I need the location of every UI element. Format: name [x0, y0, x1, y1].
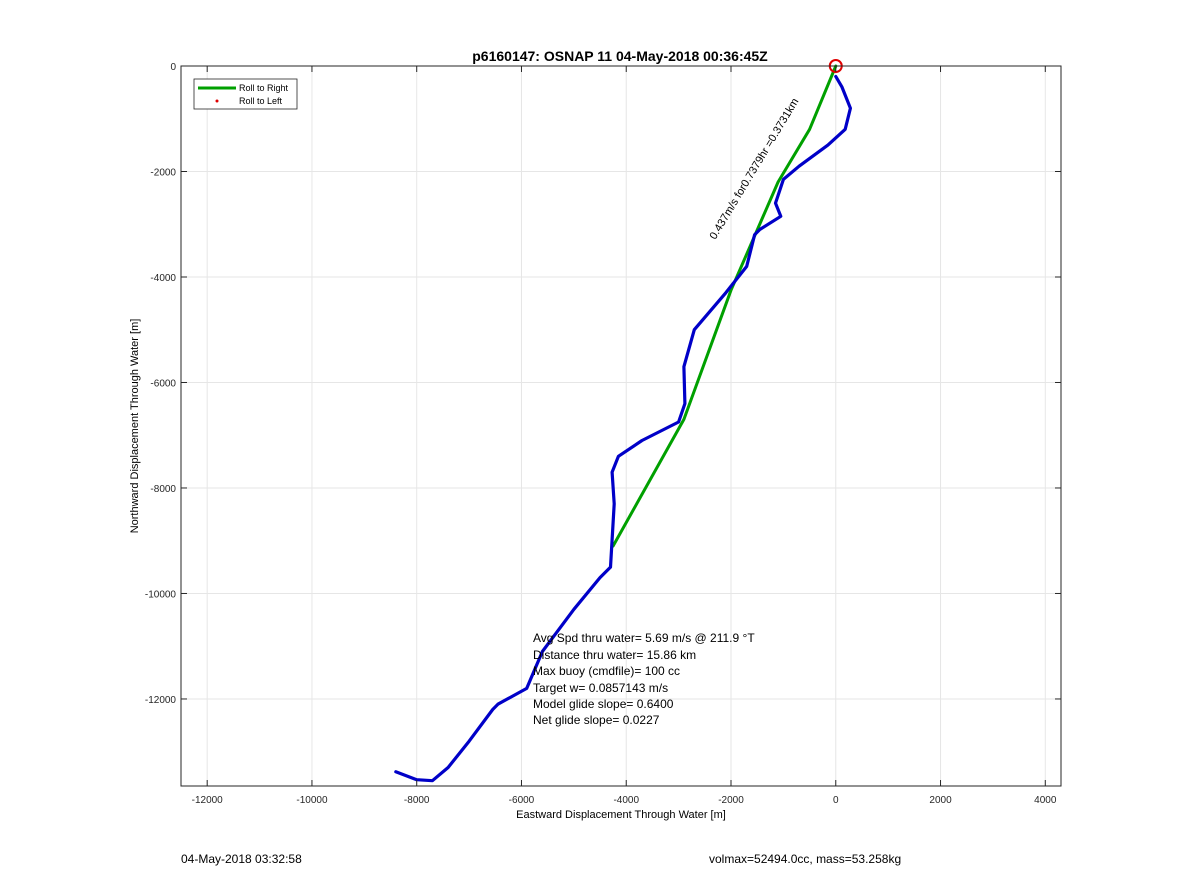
- stats-block: Avg Spd thru water= 5.69 m/s @ 211.9 °T …: [533, 631, 755, 727]
- stat-net-glide: Net glide slope= 0.0227: [533, 713, 660, 727]
- x-tick-label: -10000: [296, 795, 328, 806]
- tick-layer: -12000 -10000 -8000 -6000 -4000 -2000 0 2000 400…: [145, 62, 1061, 806]
- y-tick-label: -8000: [150, 484, 176, 495]
- x-tick-label: -4000: [613, 795, 639, 806]
- chart-title: p6160147: OSNAP 11 04-May-2018 00:36:45Z: [472, 48, 768, 64]
- x-tick-label: 2000: [929, 795, 952, 806]
- y-tick-label: -4000: [150, 273, 176, 284]
- series-track-line: [394, 74, 853, 783]
- x-tick-label: -12000: [192, 795, 224, 806]
- stat-distance: Distance thru water= 15.86 km: [533, 648, 696, 662]
- stat-max-buoy: Max buoy (cmdfile)= 100 cc: [533, 664, 680, 678]
- x-tick-label: -8000: [404, 795, 430, 806]
- legend-label-roll-right: Roll to Right: [239, 83, 289, 93]
- x-tick-label: 4000: [1034, 795, 1057, 806]
- legend-label-roll-left: Roll to Left: [239, 96, 283, 106]
- y-tick-label: -10000: [145, 589, 177, 600]
- x-tick-label: -6000: [509, 795, 535, 806]
- stat-model-glide: Model glide slope= 0.6400: [533, 697, 674, 711]
- x-tick-label: -2000: [718, 795, 744, 806]
- y-tick-label: -2000: [150, 167, 176, 178]
- axes-frame: [180, 65, 1062, 787]
- y-tick-label: -12000: [145, 695, 177, 706]
- y-axis-label: Northward Displacement Through Water [m]: [129, 319, 141, 534]
- stat-target-w: Target w= 0.0857143 m/s: [533, 681, 668, 695]
- y-tick-label: -6000: [150, 378, 176, 389]
- y-tick-label: 0: [170, 62, 176, 73]
- legend-box: [193, 78, 298, 110]
- series-roll-right-line: [611, 64, 838, 548]
- footer-timestamp: 04-May-2018 03:32:58: [181, 852, 302, 866]
- footer-volume-mass: volmax=52494.0cc, mass=53.258kg: [709, 852, 902, 866]
- grid-lines: [181, 65, 1061, 786]
- x-tick-label: 0: [833, 795, 839, 806]
- legend-swatch-roll-left: [215, 99, 219, 103]
- x-axis-label: Eastward Displacement Through Water [m]: [516, 809, 726, 821]
- stat-avg-speed: Avg Spd thru water= 5.69 m/s @ 211.9 °T: [533, 631, 755, 645]
- legend: Roll to Right Roll to Left: [193, 78, 298, 110]
